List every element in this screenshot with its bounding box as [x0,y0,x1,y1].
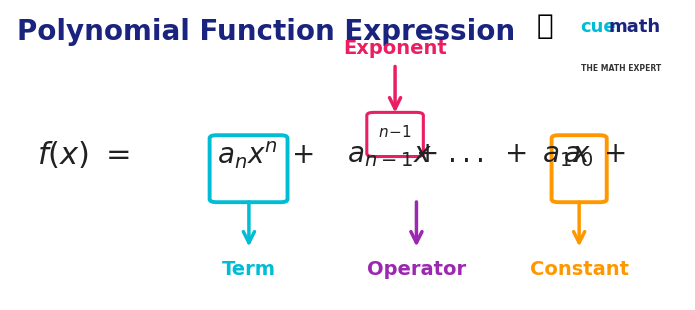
Text: Constant: Constant [530,260,629,279]
Text: 🚀: 🚀 [537,12,554,40]
Text: math: math [608,18,660,36]
Text: $\mathit{f}(\mathit{x})\ =$: $\mathit{f}(\mathit{x})\ =$ [38,140,130,170]
Text: cue: cue [580,18,616,36]
Text: Operator: Operator [367,260,466,279]
Text: $n\!-\!1$: $n\!-\!1$ [377,124,411,140]
Text: $+\ ...\ +\ \mathit{a}_{1}\mathit{x}\ +$: $+\ ...\ +\ \mathit{a}_{1}\mathit{x}\ +$ [415,141,626,169]
Text: Polynomial Function Expression: Polynomial Function Expression [17,18,515,46]
Text: $\mathit{a}_{0}$: $\mathit{a}_{0}$ [564,141,594,169]
Text: $\mathit{a}_{n}\mathit{x}^{n}$: $\mathit{a}_{n}\mathit{x}^{n}$ [217,140,278,170]
Text: $\mathit{a}_{n-1}\mathit{x}$: $\mathit{a}_{n-1}\mathit{x}$ [348,141,432,169]
Text: THE MATH EXPERT: THE MATH EXPERT [580,64,661,73]
Text: $+$: $+$ [291,141,314,169]
Text: Exponent: Exponent [343,39,447,58]
Text: Term: Term [222,260,276,279]
